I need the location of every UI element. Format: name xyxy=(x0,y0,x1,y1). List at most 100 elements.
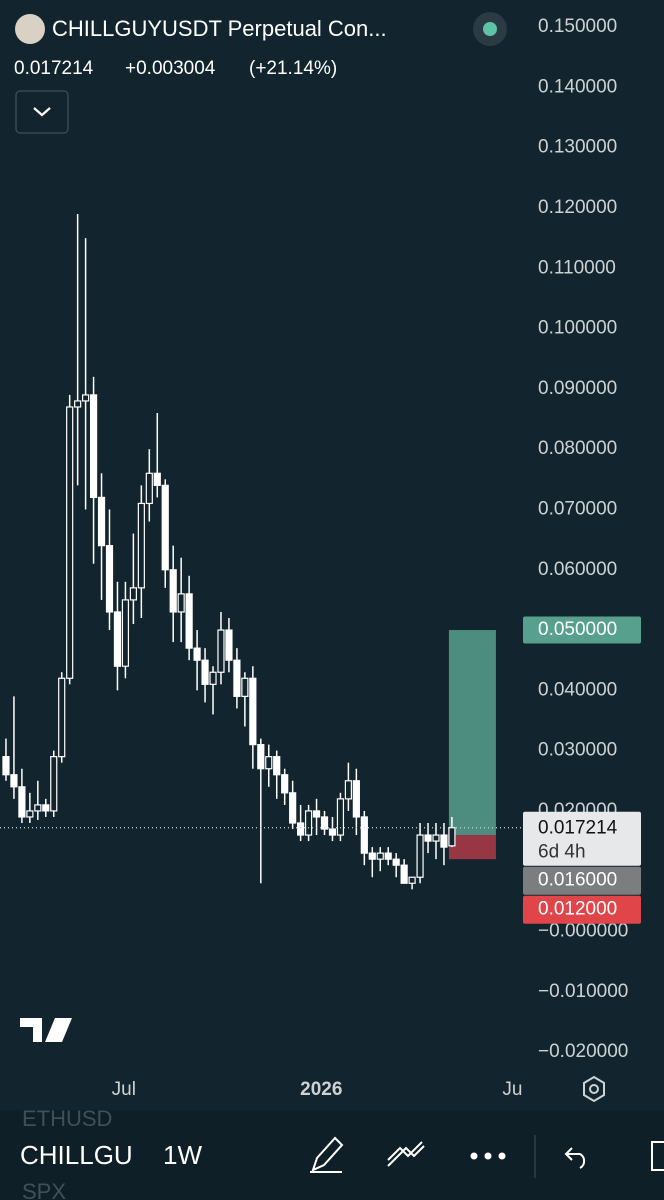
candle-body xyxy=(448,827,456,847)
y-tick-label: −0.010000 xyxy=(538,981,628,1002)
x-tick-label: Jul xyxy=(112,1079,136,1100)
toolbar-interval[interactable]: 1W xyxy=(163,1140,202,1170)
candle-body xyxy=(328,828,337,836)
current-price-bg xyxy=(523,811,641,866)
candle-body xyxy=(384,852,392,860)
candle-body xyxy=(201,659,209,685)
tv-logo xyxy=(20,1018,72,1042)
candle-body xyxy=(153,472,161,486)
candle-body xyxy=(177,593,185,613)
candle-body xyxy=(18,786,26,818)
candle-body xyxy=(82,394,90,402)
candle-body xyxy=(344,780,352,800)
candle-body xyxy=(249,677,257,746)
candle-body xyxy=(241,677,249,697)
toolbar-symbol-next[interactable]: SPX xyxy=(22,1179,66,1200)
candle-body xyxy=(289,792,297,824)
price-change-pct: (+21.14%) xyxy=(249,58,337,79)
y-tick-label: 0.030000 xyxy=(538,740,617,761)
candle-body xyxy=(336,798,345,836)
target-label: 0.050000 xyxy=(538,619,617,640)
candle-body xyxy=(105,545,114,613)
current-price-label: 0.017214 xyxy=(538,818,618,839)
candle-body xyxy=(129,587,137,601)
candle-body xyxy=(217,629,225,673)
candle-body xyxy=(50,756,58,812)
status-dot xyxy=(483,22,497,36)
settings-icon-core xyxy=(589,1084,599,1094)
last-price: 0.017214 xyxy=(14,58,94,79)
position-loss-zone xyxy=(448,835,496,860)
candle-body xyxy=(368,852,376,860)
candle-body xyxy=(89,394,98,499)
candle-body xyxy=(424,834,432,842)
undo-icon[interactable] xyxy=(564,1147,586,1169)
trend-icon[interactable] xyxy=(387,1141,425,1167)
candle-body xyxy=(304,810,313,836)
candle-body xyxy=(58,677,66,758)
countdown-label: 6d 4h xyxy=(538,842,586,863)
candle-body xyxy=(42,804,50,812)
toolbar-symbol-prev[interactable]: ETHUSD xyxy=(22,1106,112,1131)
candle-body xyxy=(185,593,193,649)
candle-body xyxy=(137,502,145,589)
y-tick-label: 0.120000 xyxy=(538,197,617,218)
candle-body xyxy=(66,406,74,679)
more-icon[interactable] xyxy=(470,1152,506,1160)
plot-area: 0.150000 0.140000 0.130000 0.120000 0.110000… xyxy=(0,16,641,1100)
settings-icon[interactable] xyxy=(583,1075,605,1103)
candle-body xyxy=(257,744,265,770)
candle-body xyxy=(161,484,169,571)
candle-body xyxy=(432,834,440,842)
candle-body xyxy=(360,816,368,854)
stop-label-bg xyxy=(523,895,641,924)
y-tick-label: 0.140000 xyxy=(538,76,617,97)
candle-body xyxy=(2,756,10,776)
collapse-button[interactable] xyxy=(15,90,69,134)
candle-body xyxy=(209,671,217,685)
candle-body xyxy=(97,496,106,547)
y-tick-label: 0.150000 xyxy=(538,16,617,37)
candle-body xyxy=(312,810,321,818)
y-tick-label: 0.080000 xyxy=(538,438,617,459)
candle-body xyxy=(113,611,122,667)
stop-label: 0.012000 xyxy=(538,899,617,920)
candle-body xyxy=(416,834,424,878)
candle-body xyxy=(233,659,241,697)
candle-body xyxy=(225,629,233,661)
candle-body xyxy=(281,774,289,794)
candle-body xyxy=(145,472,153,505)
y-tick-label: 0.130000 xyxy=(538,137,617,158)
candle-body xyxy=(297,822,305,836)
chevron-icon xyxy=(33,107,51,117)
candle-body xyxy=(320,816,329,830)
entry-label-bg xyxy=(523,866,641,895)
draw-icon[interactable] xyxy=(310,1136,344,1173)
symbol-title[interactable]: CHILLGUYUSDT Perpetual Con... xyxy=(52,16,387,41)
candle-body xyxy=(74,400,82,408)
candle-body xyxy=(34,804,42,812)
candle-body xyxy=(169,569,177,613)
price-change: +0.003004 xyxy=(125,58,216,79)
y-tick-label: −0.000000 xyxy=(538,921,628,942)
candle-body xyxy=(193,647,201,661)
position-profit-zone xyxy=(448,630,496,836)
entry-label: 0.016000 xyxy=(538,870,617,891)
candle-body xyxy=(10,774,18,788)
candle-body xyxy=(440,834,448,848)
layout-icon[interactable] xyxy=(651,1141,664,1171)
toolbar-symbol[interactable]: CHILLGU xyxy=(20,1140,133,1170)
candle-body xyxy=(392,858,400,866)
candle-body xyxy=(26,810,34,818)
y-tick-label: 0.060000 xyxy=(538,559,617,580)
y-tick-label: 0.040000 xyxy=(538,679,617,700)
candle-body xyxy=(352,780,360,818)
y-tick-label: 0.070000 xyxy=(538,498,617,519)
x-tick-label: 2026 xyxy=(300,1079,342,1100)
candle-body xyxy=(408,876,416,884)
y-tick-label: −0.020000 xyxy=(538,1041,628,1062)
target-label-bg xyxy=(523,616,641,644)
y-tick-label: 0.100000 xyxy=(538,318,617,339)
